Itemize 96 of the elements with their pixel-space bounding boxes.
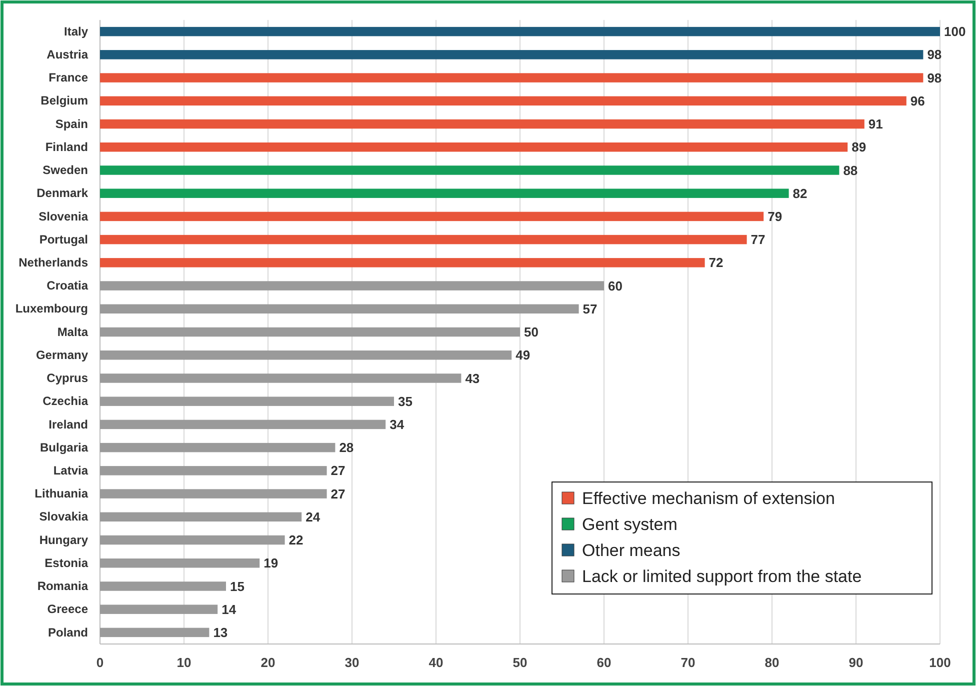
data-label: 13 — [213, 624, 228, 640]
data-label: 22 — [288, 532, 304, 548]
y-tick-label: Ireland — [48, 417, 88, 432]
x-tick-label: 20 — [260, 655, 276, 670]
bar — [100, 558, 260, 568]
x-tick-label: 60 — [596, 655, 612, 670]
y-tick-label: Netherlands — [18, 256, 88, 270]
y-tick-label: Denmark — [36, 186, 88, 200]
y-tick-label: Italy — [64, 24, 88, 38]
bar — [100, 604, 218, 614]
x-tick-label: 0 — [96, 655, 104, 670]
data-label: 34 — [390, 416, 405, 432]
bar — [100, 26, 940, 36]
y-tick-label: Lithuania — [34, 486, 88, 501]
data-label: 28 — [339, 440, 354, 456]
bar — [100, 442, 336, 452]
bar — [100, 166, 840, 175]
bar — [100, 96, 906, 106]
data-label: 50 — [524, 324, 538, 340]
bar — [100, 489, 327, 498]
bar — [100, 73, 924, 82]
y-tick-label: France — [48, 70, 88, 85]
bar — [100, 628, 210, 638]
legend-label: Effective mechanism of extension — [582, 488, 835, 508]
x-tick-label: 80 — [764, 655, 780, 670]
x-tick-label: 40 — [428, 655, 444, 670]
data-label: 14 — [222, 602, 237, 617]
data-label: 27 — [330, 463, 346, 478]
y-tick-label: Greece — [47, 602, 88, 616]
data-label: 88 — [843, 162, 858, 178]
y-tick-label: Portugal — [39, 232, 88, 246]
bar — [100, 281, 604, 290]
y-tick-label: Czechia — [42, 394, 88, 408]
y-tick-label: Cyprus — [46, 371, 88, 386]
data-label: 57 — [582, 301, 598, 316]
bar — [100, 234, 747, 244]
y-tick-label: Luxembourg — [15, 302, 88, 316]
data-label: 79 — [768, 208, 782, 224]
y-tick-label: Austria — [46, 48, 88, 62]
bar — [100, 374, 462, 383]
data-label: 27 — [330, 486, 346, 502]
y-tick-label: Germany — [36, 348, 88, 362]
y-tick-label: Croatia — [46, 278, 88, 293]
bar — [100, 304, 579, 314]
bar — [100, 582, 226, 591]
x-tick-label: 100 — [929, 655, 951, 670]
bar — [100, 535, 285, 545]
bar — [100, 119, 864, 129]
x-tick-label: 50 — [512, 655, 528, 670]
data-label: 35 — [398, 394, 412, 409]
y-tick-label: Malta — [57, 324, 88, 339]
data-label: 72 — [708, 255, 724, 270]
legend-label: Gent system — [582, 514, 678, 534]
y-tick-label: Poland — [48, 625, 88, 640]
y-tick-label: Hungary — [39, 532, 88, 547]
y-tick-label: Finland — [45, 140, 88, 154]
data-label: 43 — [465, 370, 480, 386]
data-label: 89 — [852, 140, 866, 155]
data-label: 100 — [944, 24, 966, 40]
data-label: 82 — [792, 186, 808, 201]
y-tick-label: Latvia — [53, 464, 88, 478]
data-label: 98 — [927, 70, 942, 86]
bar — [100, 142, 848, 152]
x-tick-label: 90 — [848, 655, 864, 670]
bar — [100, 188, 789, 198]
bar — [100, 512, 302, 522]
data-label: 19 — [264, 556, 278, 571]
y-tick-label: Estonia — [44, 556, 88, 570]
data-label: 98 — [927, 47, 942, 62]
data-label: 96 — [910, 93, 925, 108]
y-tick-label: Slovenia — [38, 209, 88, 224]
bar — [100, 350, 512, 360]
data-label: 60 — [608, 278, 622, 294]
bar — [100, 396, 394, 406]
data-label: 77 — [750, 232, 766, 248]
bar — [100, 258, 705, 268]
y-tick-label: Romania — [37, 579, 88, 594]
data-label: 91 — [868, 116, 883, 132]
bar — [100, 50, 924, 60]
bar — [100, 420, 386, 430]
x-tick-label: 30 — [344, 655, 360, 670]
data-label: 49 — [516, 348, 530, 363]
y-tick-label: Slovakia — [39, 510, 88, 524]
bar — [100, 327, 520, 337]
y-tick-label: Sweden — [42, 163, 88, 178]
bar — [100, 212, 764, 222]
data-label: 24 — [306, 509, 321, 524]
y-tick-label: Bulgaria — [40, 440, 88, 454]
x-tick-label: 70 — [680, 655, 696, 670]
data-label: 15 — [230, 578, 244, 594]
legend-label: Lack or limited support from the state — [582, 566, 862, 586]
bar — [100, 466, 327, 476]
y-tick-label: Spain — [55, 116, 88, 131]
legend-label: Other means — [582, 540, 680, 560]
x-tick-label: 10 — [176, 655, 192, 670]
y-tick-label: Belgium — [40, 94, 88, 108]
